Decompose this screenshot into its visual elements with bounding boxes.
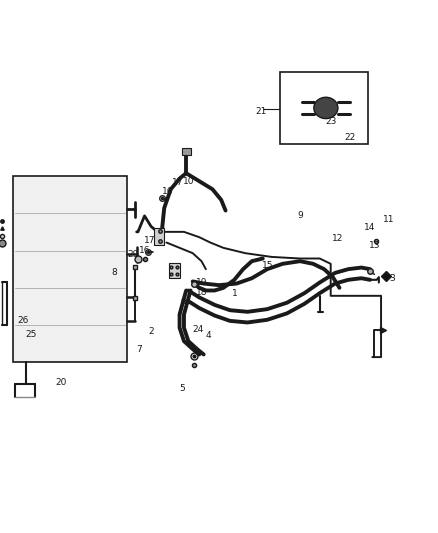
Text: 16: 16 [139, 246, 150, 255]
Text: 10: 10 [183, 177, 194, 185]
Text: 7: 7 [136, 345, 142, 353]
Text: 4: 4 [205, 332, 211, 340]
Text: 14: 14 [364, 223, 375, 232]
Text: 9: 9 [297, 212, 303, 220]
Text: 22: 22 [344, 133, 355, 142]
Text: 23: 23 [325, 117, 336, 126]
Text: 20: 20 [56, 378, 67, 387]
Bar [13, 176, 127, 362]
Text: 29: 29 [127, 251, 138, 259]
Text: 5: 5 [179, 384, 185, 392]
Text: 2: 2 [148, 327, 154, 336]
Text: 11: 11 [383, 215, 394, 224]
Text: 21: 21 [255, 108, 266, 116]
Bar [154, 228, 164, 245]
Text: 16: 16 [162, 188, 173, 196]
Text: 17: 17 [144, 237, 155, 245]
Ellipse shape [314, 97, 338, 119]
Bar [182, 148, 191, 155]
Text: 6: 6 [180, 297, 186, 305]
Text: 1: 1 [231, 289, 237, 297]
Text: 8: 8 [111, 269, 117, 277]
Text: 26: 26 [17, 317, 28, 325]
Text: 19: 19 [196, 278, 207, 287]
Text: 13: 13 [369, 241, 380, 249]
Text: 24: 24 [193, 325, 204, 334]
Text: 18: 18 [196, 288, 207, 296]
Text: 15: 15 [262, 261, 274, 270]
Bar [169, 263, 180, 278]
Text: 25: 25 [25, 330, 36, 339]
Text: 17: 17 [172, 178, 183, 187]
Text: 12: 12 [332, 235, 344, 243]
Bar [280, 72, 368, 144]
Text: 3: 3 [389, 274, 395, 282]
